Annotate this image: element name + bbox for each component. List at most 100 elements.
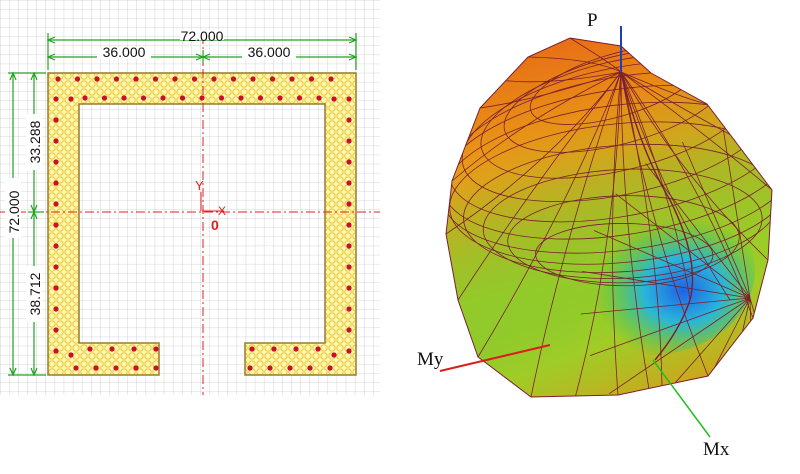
axis-y-label: Y [195,178,204,193]
height-dim-mask [5,178,21,238]
interaction-surface [445,37,773,398]
rebar-group [53,76,352,371]
rebar-dot [53,159,59,165]
mx-axis-label: Mx [703,439,730,460]
rebar-dot [218,95,225,101]
rebar-dot [315,346,321,352]
rebar-dot [113,365,119,371]
section-view: Y X 0 72.000 36.000 36.000 72.000 33.288 [0,0,380,395]
rebar-dot [331,352,337,358]
rebar-dot [307,365,313,371]
rebar-dot [316,95,322,101]
rebar-dot [238,95,244,101]
rebar-dot [296,95,303,101]
rebar-dot [257,95,264,101]
section-canvas: Y X 0 72.000 36.000 36.000 72.000 33.288 [0,0,380,395]
rebar-dot [346,285,352,291]
rebar-dot [160,95,166,101]
rebar-dot [121,95,127,101]
rebar-dot [172,76,178,82]
rebar-dot [346,348,352,354]
rebar-dot [267,365,273,371]
my-axis-label: My [417,349,444,370]
rebar-dot [346,222,352,228]
rebar-dot [346,201,352,207]
rebar-dot [346,138,352,144]
right-half-dimension: 36.000 [248,44,291,60]
rebar-dot [327,365,333,371]
rebar-dot [250,76,256,82]
rebar-dot [133,365,139,371]
rebar-dot [109,346,115,352]
rebar-dot [269,76,276,82]
rebar-dot [113,76,120,82]
rebar-dot [53,96,59,102]
rebar-dot [293,346,299,352]
rebar-dot [53,243,59,249]
rebar-dot [53,222,59,228]
rebar-dot [152,76,159,82]
lower-dim-mask [26,266,42,322]
rebar-dot [179,95,186,101]
rebar-dot [346,327,352,333]
p-axis-label: P [587,10,598,31]
rebar-dot [191,76,198,82]
rebar-dot [101,95,108,101]
upper-dim-mask [26,114,42,170]
rebar-dot [211,76,217,82]
rebar-dot [346,159,352,165]
rebar-dot [199,95,205,101]
rebar-dot [93,365,99,371]
rebar-dot [277,95,283,101]
rebar-dot [53,117,59,123]
rebar-dot [73,365,79,371]
rebar-dot [53,306,59,312]
my-axis [439,344,551,372]
rebar-dot [153,365,159,371]
rebar-dot [271,346,277,352]
surface-canvas: P My Mx [417,10,773,460]
interaction-surface-view: P My Mx [400,0,800,469]
axis-x-label: X [218,204,226,218]
rebar-dot [82,95,88,101]
rebar-dot [68,352,74,358]
left-half-dimension: 36.000 [103,44,146,60]
rebar-dot [53,327,59,333]
rebar-dot [346,117,352,123]
rebar-dot [87,346,93,352]
rebar-dot [249,346,255,352]
rebar-dot [53,180,59,186]
right-dim-mask [242,47,296,59]
rebar-dot [287,365,293,371]
width-dimension: 72.000 [181,28,224,44]
rebar-dot [133,76,139,82]
rebar-dot [74,76,81,82]
rebar-dot [230,76,237,82]
origin-label: 0 [211,217,219,233]
top-dim-mask [180,30,224,40]
rebar-dot [289,76,295,82]
lower-dimension: 38.712 [27,272,43,315]
rebar-dot [53,348,59,354]
rebar-dot [346,243,352,249]
rebar-dot [308,76,315,82]
rebar-dot [247,365,253,371]
left-dim-mask [97,47,151,59]
mx-axis [652,359,711,438]
rebar-dot [140,95,147,101]
rebar-dot [53,285,59,291]
rebar-dot [331,96,337,102]
rebar-dot [53,264,59,270]
rebar-dot [131,346,137,352]
rebar-dot [53,138,59,144]
rebar-dot [328,76,334,82]
rebar-dot [53,201,59,207]
rebar-dot [346,264,352,270]
upper-dimension: 33.288 [27,120,43,163]
rebar-dot [68,96,74,102]
rebar-dot [94,76,100,82]
rebar-dot [346,306,352,312]
rebar-dot [346,96,352,102]
concrete-section [47,72,357,376]
height-dimension: 72.000 [6,190,22,233]
